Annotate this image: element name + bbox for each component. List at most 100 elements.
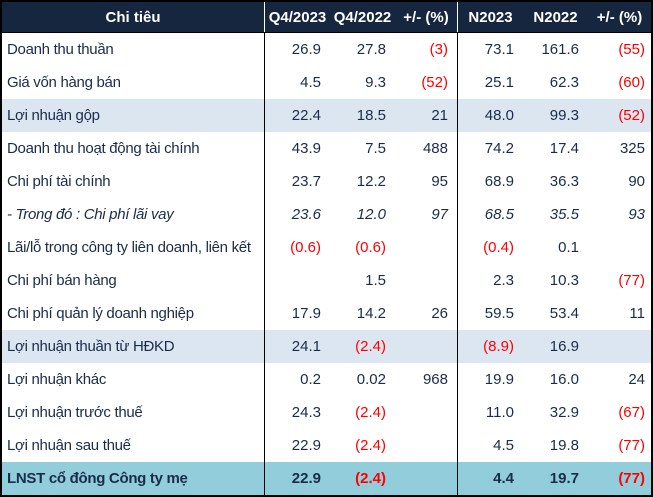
cell-value: [395, 429, 457, 462]
column-header-q4-2022: Q4/2022: [333, 8, 392, 26]
table-row: Chi phí tài chính 23.7 12.2 95 68.9 36.3…: [2, 165, 651, 198]
cell-value: 93: [628, 206, 645, 223]
row-label: Doanh thu thuần: [7, 41, 114, 58]
row-label: Lợi nhuận sau thuế: [7, 437, 131, 454]
cell-value: 14.2: [356, 305, 386, 322]
cell-value: 90: [628, 173, 645, 190]
row-label: Lợi nhuận khác: [7, 371, 107, 388]
cell-value: 12.0: [356, 206, 386, 223]
cell-value: (60): [618, 74, 645, 91]
cell-value: 10.3: [549, 272, 579, 289]
cell-value: 43.9: [264, 132, 330, 165]
cell-value: 968: [422, 371, 448, 388]
cell-value: 24.1: [264, 330, 330, 363]
row-label: Lợi nhuận thuần từ HĐKD: [7, 338, 175, 355]
column-header-chi-tieu: Chi tiêu: [105, 8, 161, 26]
cell-value: 68.9: [457, 165, 523, 198]
cell-value: (77): [618, 272, 645, 289]
cell-value: 73.1: [457, 33, 523, 66]
cell-value: 24.3: [264, 396, 330, 429]
cell-value: (67): [618, 404, 645, 421]
cell-value: 97: [431, 206, 448, 223]
row-label: Chi phí bán hàng: [7, 272, 117, 289]
row-label: Giá vốn hàng bán: [7, 74, 121, 91]
table-row: Doanh thu hoạt động tài chính 43.9 7.5 4…: [2, 132, 651, 165]
cell-value: 59.5: [457, 297, 523, 330]
cell-value: [395, 396, 457, 429]
row-label: Chi phí tài chính: [7, 173, 111, 190]
cell-value: 26.9: [264, 33, 330, 66]
cell-value: 22.9: [264, 429, 330, 462]
cell-value: 95: [431, 173, 448, 190]
row-label: Chi phí quản lý doanh nghiệp: [7, 305, 194, 322]
table-row: Giá vốn hàng bán 4.5 9.3 (52) 25.1 62.3 …: [2, 66, 651, 99]
table-row-subtotal: Lợi nhuận gộp 22.4 18.5 21 48.0 99.3 (52…: [2, 99, 651, 132]
cell-value: (52): [618, 107, 645, 124]
cell-value: (8.9): [457, 330, 523, 363]
cell-value: 4.5: [457, 429, 523, 462]
cell-value: (2.4): [355, 404, 386, 421]
cell-value: 4.4: [457, 462, 523, 495]
row-label: LNST cổ đông Công ty mẹ: [7, 470, 188, 487]
column-header-q4-2023: Q4/2023: [264, 2, 330, 32]
cell-value: [588, 231, 651, 264]
cell-value: [395, 462, 457, 495]
cell-value: 36.3: [549, 173, 579, 190]
cell-value: [264, 264, 330, 297]
cell-value: 48.0: [457, 99, 523, 132]
cell-value: (3): [429, 41, 448, 58]
cell-value: 12.2: [356, 173, 386, 190]
table-row: Lãi/lỗ trong công ty liên doanh, liên kế…: [2, 231, 651, 264]
table-header-row: Chi tiêu Q4/2023 Q4/2022 +/- (%) N2023 N…: [2, 2, 651, 33]
cell-value: 488: [422, 140, 448, 157]
cell-value: 0.2: [264, 363, 330, 396]
row-label: Doanh thu hoạt động tài chính: [7, 140, 200, 157]
cell-value: 17.9: [264, 297, 330, 330]
table-row: Chi phí quản lý doanh nghiệp 17.9 14.2 2…: [2, 297, 651, 330]
cell-value: 23.7: [264, 165, 330, 198]
cell-value: 16.9: [549, 338, 579, 355]
cell-value: (52): [421, 74, 448, 91]
cell-value: 26: [431, 305, 448, 322]
cell-value: [395, 231, 457, 264]
cell-value: 7.5: [365, 140, 386, 157]
cell-value: (2.4): [355, 437, 386, 454]
cell-value: 0.1: [558, 239, 579, 256]
cell-value: (2.4): [355, 338, 386, 355]
table-row-subtotal: Lợi nhuận thuần từ HĐKD 24.1 (2.4) (8.9)…: [2, 330, 651, 363]
table-row: Lợi nhuận sau thuế 22.9 (2.4) 4.5 19.8 (…: [2, 429, 651, 462]
cell-value: 11: [629, 305, 645, 322]
cell-value: 21: [431, 107, 448, 124]
cell-value: (77): [618, 470, 645, 487]
cell-value: 19.9: [457, 363, 523, 396]
column-header-change-quarter: +/- (%): [403, 8, 449, 26]
cell-value: 16.0: [549, 371, 579, 388]
table-row-note: - Trong đó : Chi phí lãi vay 23.6 12.0 9…: [2, 198, 651, 231]
cell-value: 19.8: [549, 437, 579, 454]
cell-value: 25.1: [457, 66, 523, 99]
cell-value: 22.4: [264, 99, 330, 132]
cell-value: (55): [618, 41, 645, 58]
cell-value: 35.5: [549, 206, 579, 223]
cell-value: 18.5: [356, 107, 386, 124]
cell-value: 99.3: [549, 107, 579, 124]
cell-value: 2.3: [457, 264, 523, 297]
cell-value: 325: [619, 140, 645, 157]
cell-value: (0.6): [264, 231, 330, 264]
cell-value: 22.9: [264, 462, 330, 495]
column-header-change-year: +/- (%): [596, 8, 643, 26]
cell-value: 19.7: [549, 470, 579, 487]
table-row: Chi phí bán hàng 1.5 2.3 10.3 (77): [2, 264, 651, 297]
cell-value: 74.2: [457, 132, 523, 165]
cell-value: [395, 330, 457, 363]
table-row: Lợi nhuận khác 0.2 0.02 968 19.9 16.0 24: [2, 363, 651, 396]
cell-value: 9.3: [365, 74, 386, 91]
table-row: Doanh thu thuần 26.9 27.8 (3) 73.1 161.6…: [2, 33, 651, 66]
row-label: Lợi nhuận trước thuế: [7, 404, 143, 421]
cell-value: 23.6: [264, 198, 330, 231]
row-label: Lợi nhuận gộp: [7, 107, 100, 124]
cell-value: (2.4): [355, 470, 386, 487]
table-row: Lợi nhuận trước thuế 24.3 (2.4) 11.0 32.…: [2, 396, 651, 429]
cell-value: (0.6): [355, 239, 386, 256]
